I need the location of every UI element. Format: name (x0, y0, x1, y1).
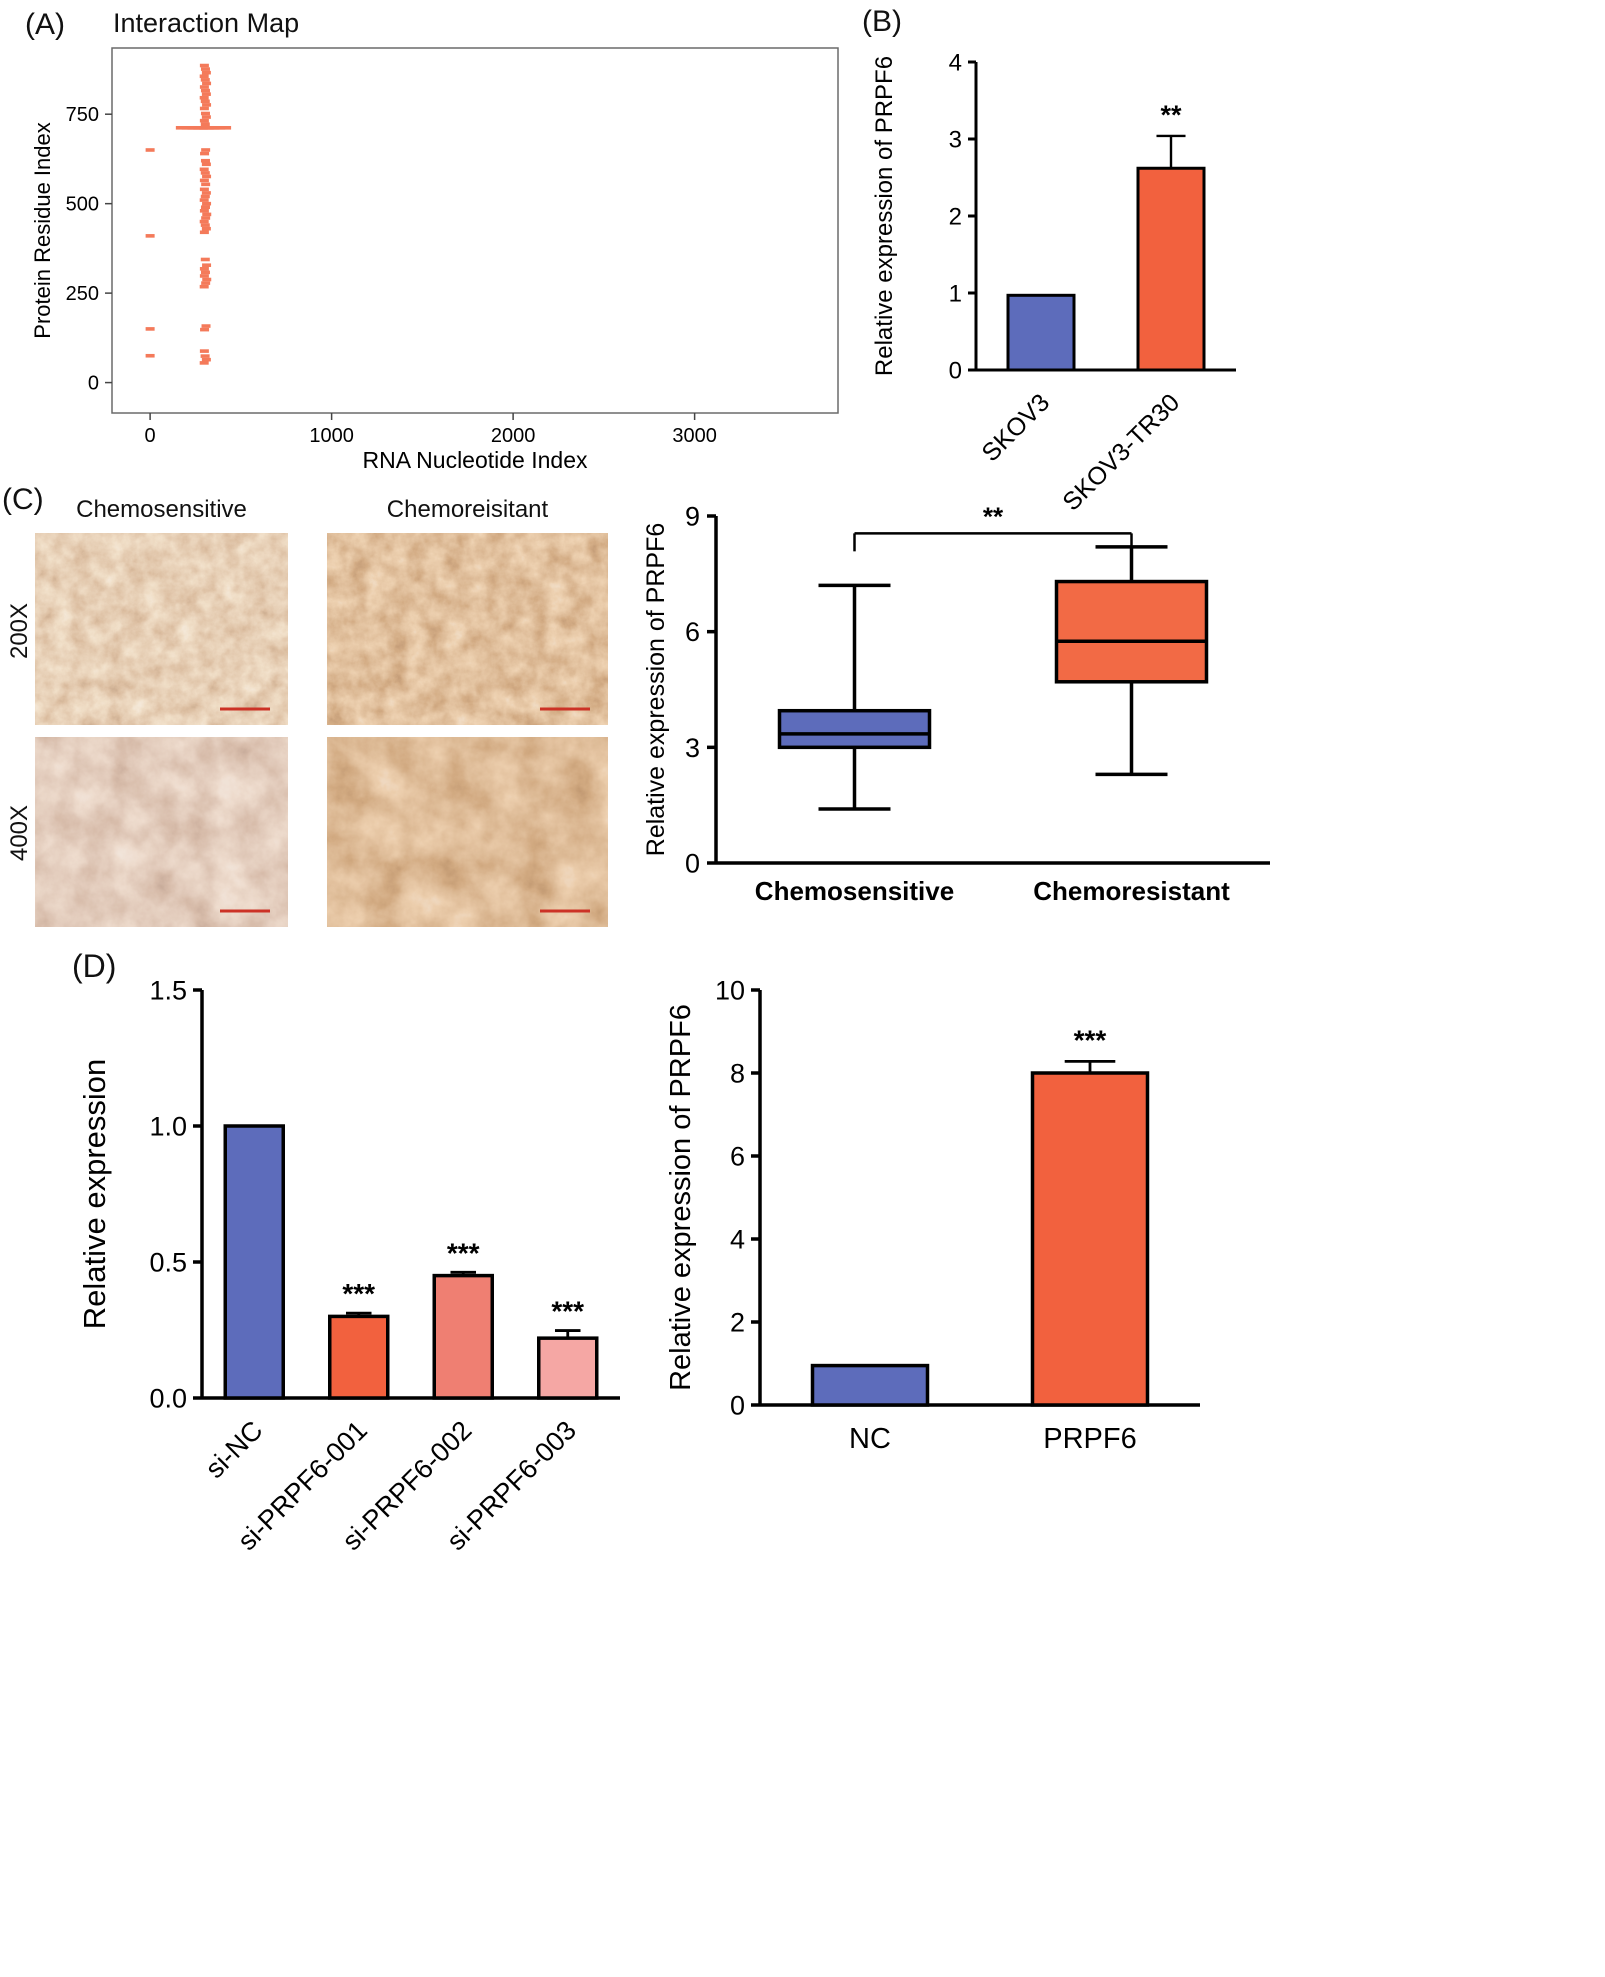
ihc-tissue-texture (327, 737, 608, 927)
svg-text:4: 4 (730, 1224, 745, 1254)
svg-text:3: 3 (949, 126, 962, 153)
svg-text:0: 0 (730, 1390, 745, 1420)
svg-text:***: *** (342, 1278, 375, 1309)
svg-text:RNA Nucleotide Index: RNA Nucleotide Index (362, 447, 588, 473)
svg-text:**: ** (1160, 100, 1182, 130)
svg-text:PRPF6: PRPF6 (1043, 1423, 1136, 1455)
svg-text:500: 500 (66, 194, 99, 216)
svg-text:2000: 2000 (491, 425, 536, 447)
svg-text:0: 0 (685, 848, 700, 878)
ihc-tissue-texture (327, 533, 608, 725)
svg-text:Chemoresistant: Chemoresistant (1033, 876, 1230, 906)
svg-text:9: 9 (685, 501, 700, 531)
svg-text:0.0: 0.0 (149, 1383, 187, 1413)
row-label-400x: 400X (6, 804, 33, 862)
svg-text:Relative expression of PRPF6: Relative expression of PRPF6 (871, 56, 898, 376)
panel-b-label: (B) (862, 5, 902, 38)
svg-text:0: 0 (88, 373, 99, 395)
svg-text:Chemosensitive: Chemosensitive (755, 876, 954, 906)
svg-text:0.5: 0.5 (149, 1247, 187, 1277)
svg-text:1.0: 1.0 (149, 1111, 187, 1141)
svg-text:***: *** (1074, 1024, 1107, 1055)
svg-text:4: 4 (949, 49, 962, 76)
column-header-chemosensitive: Chemosensitive (76, 496, 247, 523)
svg-text:**: ** (983, 501, 1004, 531)
svg-text:2: 2 (730, 1307, 745, 1337)
svg-text:250: 250 (66, 283, 99, 305)
svg-text:8: 8 (730, 1058, 745, 1088)
overexpression-bar-chart: 0 2 4 6 8 10 NC *** PRPF6 Relative expression of … (665, 975, 1200, 1455)
svg-text:10: 10 (715, 975, 745, 1005)
panel-c-label: (C) (2, 483, 44, 516)
svg-text:Relative expression: Relative expression (77, 1059, 112, 1330)
prpf6-expression-box-plot: 0 3 6 9 Chemosensitive Chemoresistant ** Relati… (642, 501, 1270, 906)
svg-text:0: 0 (949, 357, 962, 384)
sirna-knockdown-bar-chart: 0.00.51.01.5si-NC***si-PRPF6-001***si-PR… (77, 975, 620, 1556)
svg-text:2: 2 (949, 203, 962, 230)
svg-text:SKOV3: SKOV3 (976, 388, 1055, 467)
svg-text:750: 750 (66, 104, 99, 126)
svg-text:6: 6 (730, 1141, 745, 1171)
svg-text:1: 1 (949, 280, 962, 307)
panel-a-title: Interaction Map (113, 8, 300, 38)
svg-text:6: 6 (685, 617, 700, 647)
svg-text:***: *** (447, 1237, 480, 1268)
panel-d-label: (D) (72, 948, 117, 984)
svg-text:3000: 3000 (672, 425, 717, 447)
interaction-map-chart: 0 1000 2000 3000 0 250 500 750 RNA Nucleotide In… (30, 47, 839, 473)
ihc-image-chemoresistant-200x (327, 533, 608, 725)
ihc-image-chemosensitive-400x (35, 737, 288, 927)
svg-text:Relative expression of PRPF6: Relative expression of PRPF6 (665, 1004, 697, 1391)
svg-text:NC: NC (849, 1423, 891, 1455)
svg-text:0: 0 (145, 425, 156, 447)
row-label-200x: 200X (6, 602, 33, 660)
svg-text:1000: 1000 (309, 425, 354, 447)
ihc-image-chemosensitive-200x (35, 533, 288, 725)
svg-text:Protein Residue Index: Protein Residue Index (30, 122, 55, 338)
svg-text:1.5: 1.5 (149, 975, 187, 1005)
svg-text:si-NC: si-NC (200, 1415, 269, 1484)
ihc-tissue-texture (35, 737, 288, 927)
svg-text:Relative expression of PRPF6: Relative expression of PRPF6 (642, 523, 670, 856)
svg-text:3: 3 (685, 733, 700, 763)
panel-a-label: (A) (25, 8, 65, 41)
ihc-image-chemoresistant-400x (327, 737, 608, 927)
column-header-chemoresistant: Chemoreisitant (386, 496, 549, 523)
ihc-tissue-texture (35, 533, 288, 725)
svg-text:***: *** (551, 1296, 584, 1327)
